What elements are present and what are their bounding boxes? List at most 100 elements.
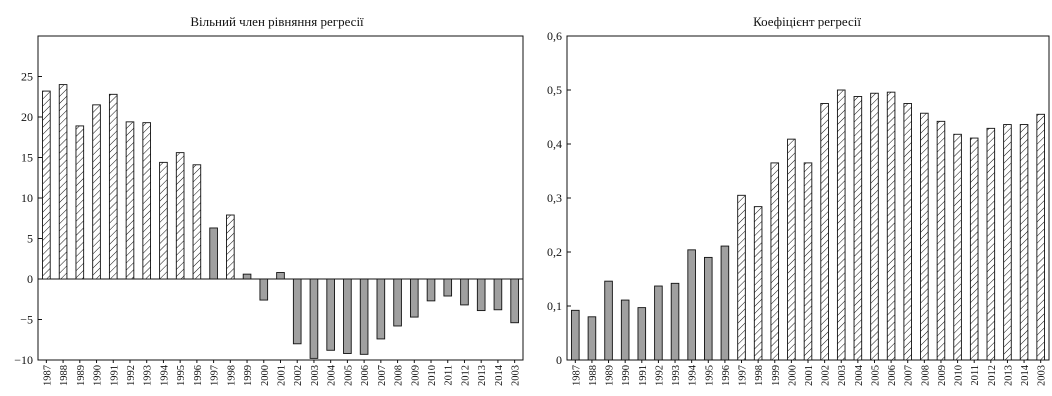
x-tick-label: 2010 <box>954 365 965 386</box>
x-tick-label: 2010 <box>427 365 438 386</box>
bar <box>704 256 713 361</box>
bar <box>903 103 912 361</box>
x-tick-label: 1999 <box>771 365 782 386</box>
x-tick-label: 2013 <box>477 365 488 386</box>
x-tick-label: 2012 <box>987 365 998 386</box>
x-tick-label: 1988 <box>588 365 599 386</box>
bar <box>326 278 335 351</box>
x-tick-label: 2011 <box>970 365 981 386</box>
bar <box>986 127 996 361</box>
bar <box>460 278 469 306</box>
bar <box>753 206 763 361</box>
x-tick-label: 1990 <box>93 365 104 386</box>
bar <box>687 249 696 361</box>
x-tick-label: 1989 <box>76 365 87 386</box>
chart-left-plot: −10 −5 0 5 10 15 20 25 1987 1988 1989 1990 1991 1992 1… <box>14 35 524 386</box>
x-tick-label: 1998 <box>754 365 765 386</box>
bar <box>720 245 730 361</box>
x-tick-label: 2011 <box>444 365 455 386</box>
x-tick-label: 1994 <box>688 364 699 386</box>
bar <box>493 278 503 311</box>
x-tick-label: 1990 <box>621 365 632 386</box>
x-tick-label: 2000 <box>260 365 271 386</box>
bar <box>192 164 202 280</box>
x-tick-label: 2002 <box>293 365 304 386</box>
bar <box>476 278 486 312</box>
bar <box>1019 124 1029 361</box>
bar <box>209 227 218 280</box>
x-tick-label: 1992 <box>654 365 665 386</box>
x-tick-label: 2007 <box>377 365 388 386</box>
bar <box>787 138 796 361</box>
x-tick-label: 2003 <box>837 365 848 386</box>
bar <box>226 214 235 280</box>
x-tick-label: 1988 <box>59 365 70 386</box>
x-tick-label: 2003 <box>310 365 321 386</box>
bar <box>953 133 962 361</box>
bar <box>175 152 185 280</box>
bar <box>409 278 419 318</box>
bar <box>142 122 152 280</box>
x-tick-label: 2004 <box>854 364 865 386</box>
bar <box>853 96 863 361</box>
y-tick-label: 25 <box>21 70 33 84</box>
x-tick-label: 2006 <box>360 365 371 386</box>
y-tick-label: 0,2 <box>547 245 562 259</box>
y-tick-label: 5 <box>27 232 33 246</box>
bar <box>292 278 302 345</box>
y-tick-label: 0,3 <box>547 191 562 205</box>
x-tick-label: 1992 <box>126 365 137 386</box>
x-tick-label: 1993 <box>143 365 154 386</box>
x-tick-label: 2007 <box>904 365 915 386</box>
x-tick-label: 2005 <box>870 365 881 386</box>
bar <box>920 112 929 361</box>
bar <box>604 280 613 361</box>
bar <box>443 278 453 297</box>
y-tick-label: −10 <box>14 353 33 367</box>
x-tick-label: 1995 <box>704 365 715 386</box>
bar <box>836 89 846 361</box>
bar <box>936 120 946 361</box>
y-tick-label: 20 <box>21 110 33 124</box>
chart-right: Коефіцієнт регресії 0 0,1 0,2 0,3 0,4 0,5 0,6 1… <box>547 14 1050 386</box>
y-tick-label: 0,4 <box>547 137 562 151</box>
x-tick-label: 2002 <box>821 365 832 386</box>
x-tick-label: 2003 <box>511 365 522 386</box>
bar <box>309 278 319 359</box>
chart-right-plot: 0 0,1 0,2 0,3 0,4 0,5 0,6 1987 1988 1989 1990 1991 1… <box>547 29 1050 386</box>
x-tick-label: 2000 <box>787 365 798 386</box>
x-tick-label: 1997 <box>738 365 749 386</box>
x-tick-label: 2014 <box>494 364 505 386</box>
bar <box>969 137 979 361</box>
bar <box>510 278 519 324</box>
x-tick-label: 1995 <box>176 365 187 386</box>
bar <box>426 278 436 302</box>
x-tick-label: 1989 <box>605 365 616 386</box>
y-tick-label: 0,5 <box>547 83 562 97</box>
bar <box>886 91 896 361</box>
x-tick-label: 2006 <box>887 365 898 386</box>
bar <box>75 125 85 280</box>
x-tick-label: 1999 <box>243 365 254 386</box>
bar <box>125 121 135 280</box>
bar <box>1036 113 1045 361</box>
x-tick-label: 2009 <box>937 365 948 386</box>
x-tick-label: 1987 <box>42 365 53 386</box>
bar <box>820 103 829 361</box>
bar <box>770 162 780 361</box>
bar <box>1003 124 1012 361</box>
x-tick-label: 2001 <box>804 365 815 386</box>
x-tick-label: 1987 <box>571 365 582 386</box>
bar <box>58 84 68 280</box>
bar <box>42 90 51 280</box>
chart-right-title: Коефіцієнт регресії <box>753 14 861 29</box>
x-tick-label: 2012 <box>460 365 471 386</box>
x-tick-label: 1998 <box>226 365 237 386</box>
x-tick-label: 1991 <box>109 365 120 386</box>
y-tick-label: −5 <box>20 313 33 327</box>
bar <box>870 92 879 361</box>
chart-left: Вільний член рівняння регресії −10 −5 0 5 10… <box>14 14 524 386</box>
x-tick-label: 2004 <box>327 364 338 386</box>
x-tick-label: 2005 <box>343 365 354 386</box>
